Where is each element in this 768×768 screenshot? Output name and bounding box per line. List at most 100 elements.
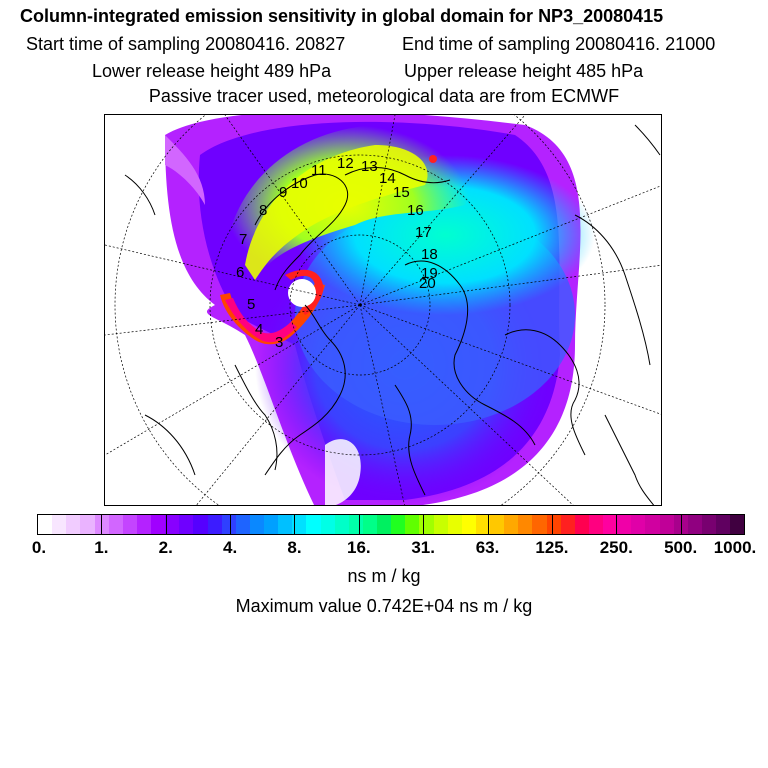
colorbar-tick-line [165,514,167,535]
colorbar-tick-label: 2. [158,538,173,557]
colorbar-cell [80,515,95,534]
colorbar-tick-line [230,514,232,535]
colorbar-cell [687,515,702,534]
colorbar-tick-label: 63. [475,538,500,557]
colorbar-cell [348,515,363,534]
colorbar-cell [292,515,307,534]
colorbar-cell [447,515,462,534]
colorbar-cell [631,515,646,534]
colorbar-cell [645,515,660,534]
colorbar-tick-label: 125. [535,538,569,557]
colorbar-cell [207,515,222,534]
colorbar-tick-line [101,514,103,535]
trajectory-label: 9 [279,184,287,201]
trajectory-label: 16 [407,202,424,219]
colorbar [37,514,745,535]
colorbar-cell [518,515,533,534]
colorbar-cell [377,515,392,534]
tracer-info-text: Passive tracer used, meteorological data… [148,86,620,106]
map-canvas: 3 4 5 6 7 8 9 10 11 12 13 14 15 16 17 18… [105,115,661,505]
trajectory-label: 10 [291,175,308,192]
colorbar-cell [108,515,123,534]
start-time-text: Start time of sampling 20080416. 20827 [26,34,346,54]
trajectory-label: 3 [275,334,283,351]
colorbar-cell [603,515,618,534]
coastlines [124,124,661,505]
colorbar-cell [659,515,674,534]
colorbar-tick-line [680,514,682,535]
colorbar-cell [334,515,349,534]
colorbar-cell [419,515,434,534]
graticule [105,115,661,505]
colorbar-cell [278,515,293,534]
colorbar-cell [221,515,236,534]
lower-release-text: Lower release height 489 hPa [92,61,332,81]
trajectory-label: 11 [311,162,327,179]
colorbar-cell [235,515,250,534]
colorbar-cell [66,515,81,534]
colorbar-tick-label: 8. [287,538,302,557]
colorbar-cell [433,515,448,534]
trajectory-label: 20 [419,275,436,292]
colorbar-cell [560,515,575,534]
colorbar-cell [701,515,716,534]
colorbar-cell [38,515,53,534]
colorbar-tick-label: 1. [94,538,109,557]
colorbar-cell [716,515,731,534]
colorbar-cell [249,515,264,534]
trajectory-labels: 3 4 5 6 7 8 9 10 11 12 13 14 15 16 17 18… [236,155,438,351]
trajectory-label: 13 [361,158,378,175]
colorbar-tick-line [423,514,425,535]
colorbar-cell [461,515,476,534]
trajectory-label: 4 [255,321,263,338]
colorbar-tick-line [358,514,360,535]
trajectory-label: 17 [415,224,432,241]
colorbar-cell [136,515,151,534]
max-value-text: Maximum value 0.742E+04 ns m / kg [235,596,533,616]
colorbar-tick-label: 0. [31,538,47,557]
colorbar-cell [504,515,519,534]
sensitivity-field [165,115,595,505]
trajectory-label: 5 [247,296,255,313]
trajectory-label: 6 [236,264,244,281]
trajectory-label: 8 [259,202,267,219]
colorbar-cell [264,515,279,534]
colorbar-tick-line [616,514,618,535]
colorbar-cell [588,515,603,534]
colorbar-tick-line [294,514,296,535]
colorbar-cell [546,515,561,534]
colorbar-cell [391,515,406,534]
colorbar-cell [475,515,490,534]
colorbar-cell [730,515,745,534]
colorbar-cell [151,515,166,534]
colorbar-tick-label: 1000. [713,538,757,557]
colorbar-cell [165,515,180,534]
trajectory-label: 12 [337,155,354,172]
trajectory-label: 19 [421,265,438,282]
upper-release-text: Upper release height 485 hPa [404,61,644,81]
colorbar-cell [574,515,589,534]
trajectory-label: 7 [239,231,247,248]
trajectory-label: 15 [393,184,410,201]
colorbar-cell [179,515,194,534]
colorbar-cell [320,515,335,534]
colorbar-tick-label: 250. [599,538,633,557]
colorbar-cell [490,515,505,534]
colorbar-tick-label: 16. [346,538,371,557]
trajectory-label: 18 [421,246,438,263]
colorbar-tick-label: 31. [411,538,435,557]
colorbar-tick-label: 4. [222,538,238,557]
colorbar-tick-label: 500. [664,538,698,557]
trajectory-label: 14 [379,170,396,187]
end-time-text: End time of sampling 20080416. 21000 [402,34,716,54]
colorbar-cell [405,515,420,534]
plot-title: Column-integrated emission sensitivity i… [20,6,664,26]
colorbar-cell [532,515,547,534]
colorbar-cell [362,515,377,534]
colorbar-cell [193,515,208,534]
sensitivity-map: 3 4 5 6 7 8 9 10 11 12 13 14 15 16 17 18… [104,114,662,506]
units-label: ns m / kg [347,566,421,586]
colorbar-tick-line [487,514,489,535]
colorbar-tick-line [551,514,553,535]
colorbar-cell [122,515,137,534]
